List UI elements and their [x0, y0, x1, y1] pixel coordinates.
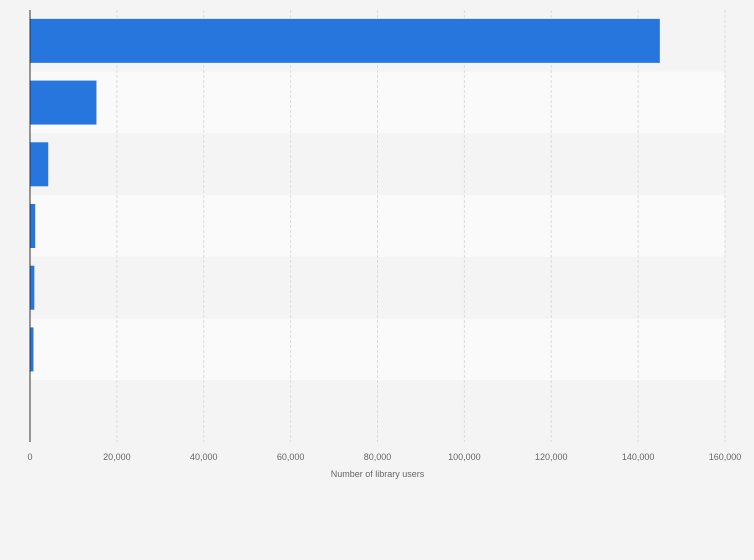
- row-band: [30, 133, 725, 196]
- x-tick-labels: 0 20,000 40,000 60,000 80,000 100,000 120,000 1…: [27, 452, 741, 462]
- x-tick-label: 40,000: [190, 452, 218, 462]
- bar[interactable]: [30, 327, 34, 372]
- bar[interactable]: [30, 18, 660, 63]
- x-tick-label: 160,000: [709, 452, 742, 462]
- x-tick-label: 120,000: [535, 452, 568, 462]
- x-tick-label: 20,000: [103, 452, 131, 462]
- gridlines: [116, 10, 726, 442]
- x-tick-label: 140,000: [622, 452, 655, 462]
- bars: [30, 18, 660, 372]
- bar[interactable]: [30, 204, 36, 248]
- x-axis-title: Number of library users: [331, 469, 425, 479]
- bar[interactable]: [30, 142, 49, 187]
- bar[interactable]: [30, 265, 35, 310]
- x-tick-label: 0: [27, 452, 32, 462]
- bar[interactable]: [30, 80, 97, 125]
- x-tick-label: 60,000: [277, 452, 305, 462]
- x-tick-label: 100,000: [448, 452, 481, 462]
- x-tick-label: 80,000: [364, 452, 392, 462]
